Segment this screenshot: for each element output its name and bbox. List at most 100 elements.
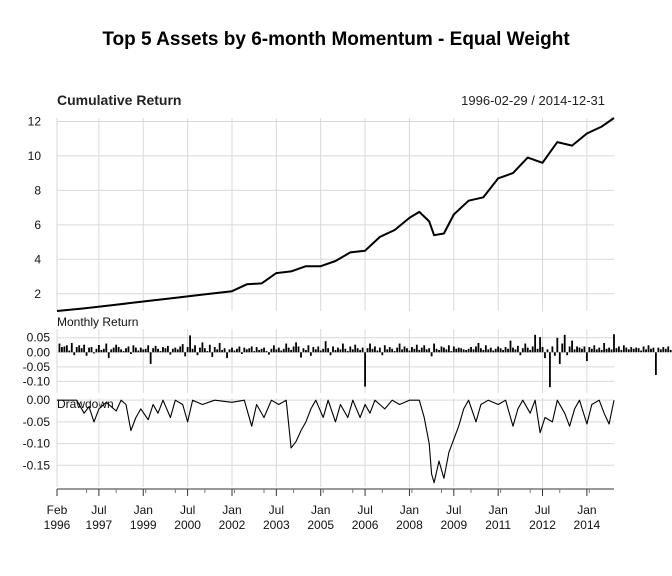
monthly-return-bar	[529, 349, 532, 353]
monthly-return-bar	[645, 349, 647, 353]
monthly-return-bar	[489, 347, 492, 353]
monthly-return-bar	[218, 342, 221, 353]
monthly-return-bar	[341, 343, 344, 353]
monthly-return-bar	[450, 351, 453, 353]
monthly-return-bar	[285, 343, 288, 353]
monthly-return-bar	[213, 347, 216, 353]
monthly-return-bar	[504, 347, 507, 353]
monthly-return-bar	[553, 352, 556, 356]
monthly-return-bar	[186, 347, 189, 353]
monthly-return-bar	[411, 347, 413, 353]
monthly-return-bar	[167, 345, 169, 353]
monthly-return-bar	[211, 352, 214, 357]
monthly-return-bar	[233, 350, 236, 353]
monthly-return-bar	[280, 350, 283, 353]
monthly-return-bar	[159, 351, 162, 353]
x-tick-label-year: 1997	[86, 518, 113, 532]
monthly-return-bar	[157, 348, 159, 353]
monthly-return-bar	[627, 349, 630, 353]
monthly-return-bar	[127, 346, 130, 353]
chart-title: Top 5 Assets by 6-month Momentum - Equal…	[102, 29, 570, 50]
monthly-return-bar	[566, 352, 569, 356]
x-tick-label-month: Jan	[134, 503, 153, 517]
monthly-return-bar	[669, 349, 672, 353]
monthly-return-bar	[374, 346, 376, 353]
monthly-return-bar	[324, 341, 327, 353]
monthly-return-bar	[282, 348, 285, 353]
monthly-return-bar	[662, 347, 665, 353]
monthly-return-bar	[201, 342, 204, 353]
monthly-return-bar	[435, 348, 438, 353]
monthly-return-bar	[578, 347, 581, 353]
x-tick-label-month: Jul	[91, 503, 106, 517]
monthly-return-bar	[359, 349, 362, 353]
monthly-return-bar	[228, 349, 231, 353]
monthly-return-bar	[174, 347, 177, 353]
monthly-return-bar	[351, 349, 354, 353]
monthly-return-bar	[189, 335, 191, 353]
x-tick-label-year: 2008	[396, 518, 423, 532]
monthly-return-bar	[516, 345, 519, 353]
monthly-return-bar	[457, 347, 460, 353]
x-tick-label-year: 2014	[574, 518, 601, 532]
monthly-return-bar	[408, 350, 411, 353]
monthly-return-bar	[647, 345, 650, 353]
monthly-return-bar	[595, 349, 598, 353]
cumulative-panel-label: Cumulative Return	[57, 92, 181, 108]
monthly-return-bar	[223, 348, 226, 353]
monthly-return-bar	[154, 345, 157, 353]
y-tick-label: -0.10	[23, 437, 51, 451]
drawdown-panel: 0.00 -0.05 -0.10 -0.15	[23, 393, 615, 484]
monthly-return-bar	[536, 348, 539, 353]
monthly-return-bar	[546, 349, 549, 353]
monthly-return-bar	[482, 349, 485, 353]
monthly-return-bar	[125, 348, 127, 353]
monthly-return-bar	[573, 349, 576, 353]
monthly-return-bar	[425, 349, 428, 353]
monthly-return-bar	[383, 345, 386, 353]
monthly-return-bar	[349, 346, 352, 353]
x-tick-label-month: Feb	[47, 503, 68, 517]
monthly-return-bar	[440, 346, 443, 353]
monthly-return-bar	[97, 345, 100, 353]
monthly-return-bar	[90, 347, 93, 353]
monthly-return-bar	[307, 345, 310, 353]
monthly-return-bar	[354, 344, 357, 353]
monthly-return-bar	[430, 352, 433, 357]
monthly-return-bar	[539, 337, 541, 353]
monthly-return-bar	[556, 337, 559, 353]
monthly-return-bar	[618, 346, 620, 353]
monthly-return-bar	[664, 348, 667, 353]
monthly-return-bar	[480, 348, 482, 353]
monthly-return-bar	[418, 349, 421, 353]
monthly-return-bar	[58, 343, 61, 353]
monthly-return-bar	[142, 349, 145, 353]
monthly-return-bar	[344, 348, 347, 353]
monthly-return-bar	[107, 352, 110, 359]
monthly-return-bar	[652, 347, 655, 353]
monthly-return-bar	[625, 347, 628, 353]
monthly-return-bar	[260, 348, 263, 353]
monthly-return-bar	[531, 346, 534, 353]
monthly-return-bar	[396, 347, 399, 353]
y-tick-label: 0.05	[27, 331, 51, 345]
monthly-return-bar	[134, 347, 137, 353]
monthly-return-bar	[322, 348, 325, 353]
monthly-return-bar	[287, 347, 290, 353]
monthly-return-bar	[541, 347, 544, 353]
monthly-return-bar	[371, 348, 374, 353]
monthly-return-bar	[630, 347, 633, 353]
monthly-return-bar	[314, 349, 317, 353]
x-tick-label-month: Jan	[488, 503, 507, 517]
monthly-return-bar	[534, 334, 537, 353]
monthly-return-bar	[152, 348, 155, 353]
y-tick-label: -0.05	[23, 415, 51, 429]
monthly-return-bar	[88, 347, 90, 353]
y-tick-label: 6	[34, 218, 41, 232]
monthly-return-bar	[667, 346, 670, 353]
gridlines	[56, 118, 588, 487]
cumulative-return-panel: 2 4 6 8 10 12	[28, 114, 615, 312]
monthly-return-bar	[117, 347, 120, 353]
monthly-return-bar	[317, 346, 320, 353]
monthly-return-bar	[477, 342, 480, 353]
